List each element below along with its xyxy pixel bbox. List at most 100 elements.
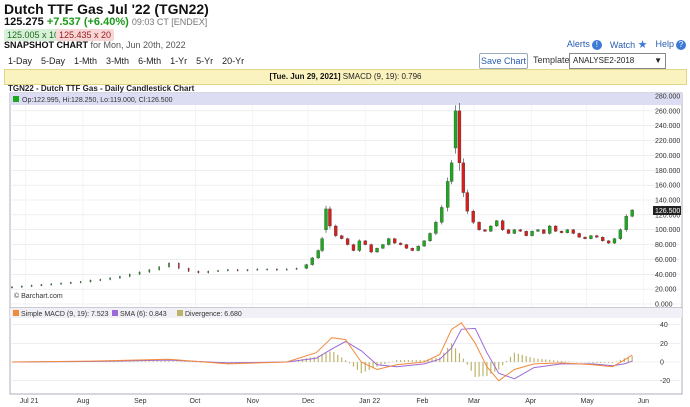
x-tick-label: Jun bbox=[638, 398, 649, 405]
divergence-bar bbox=[509, 356, 512, 362]
x-tick-label: Aug bbox=[77, 398, 90, 405]
divergence-bar bbox=[533, 358, 535, 362]
candle-up bbox=[530, 231, 534, 236]
divergence-bar bbox=[521, 354, 523, 362]
divergence-bar bbox=[560, 361, 563, 362]
candle-up bbox=[310, 257, 314, 265]
candle-up bbox=[434, 222, 438, 234]
period-6-mth[interactable]: 6-Mth bbox=[138, 56, 162, 66]
divergence-bar bbox=[309, 357, 311, 362]
candle-up bbox=[357, 240, 362, 251]
price-pane-frame bbox=[9, 92, 683, 309]
candle-up bbox=[30, 285, 33, 287]
divergence-bar bbox=[419, 360, 421, 362]
divergence-bar bbox=[317, 355, 319, 362]
template-select[interactable]: ANALYSE2-2018 ▼ bbox=[569, 53, 666, 69]
candle-down bbox=[500, 220, 505, 230]
top-actions: Alerts! Watch ★ Help? bbox=[567, 38, 686, 51]
save-chart-button[interactable]: Save Chart bbox=[479, 53, 528, 69]
candle-up bbox=[589, 235, 593, 239]
divergence-bar bbox=[631, 355, 633, 362]
candle-down bbox=[577, 233, 581, 238]
period-5-day[interactable]: 5-Day bbox=[41, 56, 66, 66]
divergence-bar bbox=[364, 362, 366, 372]
ask-badge: 125.435 x 20 bbox=[56, 29, 115, 41]
candle-down bbox=[506, 229, 511, 234]
candle-up bbox=[428, 233, 432, 242]
candle-up bbox=[446, 181, 450, 208]
candle-up bbox=[158, 266, 160, 270]
divergence-bar bbox=[474, 362, 476, 377]
div-legend-swatch bbox=[177, 310, 183, 316]
macd-pane-frame bbox=[9, 307, 683, 395]
macd-line bbox=[11, 322, 633, 382]
divergence-bar bbox=[462, 358, 464, 362]
x-tick-label: Feb bbox=[416, 398, 428, 405]
period-1-mth[interactable]: 1-Mth bbox=[74, 56, 98, 66]
divergence-bar bbox=[152, 361, 154, 362]
candle-up bbox=[422, 240, 426, 247]
y-tick-label: 200.000 bbox=[655, 153, 680, 160]
candle-up bbox=[256, 268, 259, 271]
period-1-yr[interactable]: 1-Yr bbox=[170, 56, 188, 66]
candle-down bbox=[553, 225, 558, 232]
divergence-bar bbox=[113, 361, 115, 362]
period-1-day[interactable]: 1-Day bbox=[8, 56, 33, 66]
candle-up bbox=[40, 284, 43, 286]
x-tick-label: Mar bbox=[468, 398, 481, 405]
candle-up bbox=[70, 282, 72, 284]
candle-up bbox=[99, 279, 102, 281]
divergence-bar bbox=[168, 361, 170, 362]
candle-up bbox=[217, 270, 219, 272]
watch-link[interactable]: Watch ★ bbox=[609, 39, 648, 51]
divergence-bar bbox=[537, 358, 539, 362]
alerts-link[interactable]: Alerts! bbox=[567, 39, 602, 50]
period-5-yr[interactable]: 5-Yr bbox=[196, 56, 214, 66]
candle-down bbox=[571, 229, 575, 234]
candle-up bbox=[453, 110, 458, 149]
candle-down bbox=[334, 225, 338, 236]
bid-badge: 125.005 x 10 bbox=[4, 29, 63, 41]
divergence-bar bbox=[392, 361, 394, 362]
divergence-bar bbox=[121, 361, 123, 362]
divergence-bar bbox=[498, 362, 500, 370]
candle-down bbox=[471, 210, 475, 223]
candle-down bbox=[483, 229, 487, 232]
divergence-bar bbox=[482, 362, 484, 377]
candle-down bbox=[178, 262, 180, 269]
macd-legend-strip bbox=[10, 308, 682, 318]
divergence-bar bbox=[403, 360, 406, 362]
candle-up bbox=[168, 262, 170, 268]
chart-title: TGN22 - Dutch TTF Gas - Daily Candlestic… bbox=[8, 84, 195, 93]
candle-up bbox=[624, 216, 628, 230]
x-tick-label: May bbox=[581, 398, 595, 405]
help-icon: ? bbox=[676, 40, 686, 50]
y-tick-label: 220.000 bbox=[655, 138, 680, 145]
divergence-bar bbox=[356, 362, 358, 370]
candle-down bbox=[393, 238, 397, 244]
divergence-bar bbox=[447, 348, 449, 362]
divergence-bar bbox=[556, 360, 559, 362]
candle-down bbox=[606, 240, 611, 244]
candle-up bbox=[449, 162, 454, 182]
divergence-bar bbox=[176, 361, 178, 362]
x-tick-label: Nov bbox=[247, 398, 260, 405]
sma-legend-swatch bbox=[112, 310, 118, 316]
divergence-bar bbox=[305, 358, 307, 362]
divergence-bar bbox=[443, 352, 445, 362]
y-tick-label: 0.000 bbox=[655, 302, 673, 309]
y-tick-label: 280.000 bbox=[655, 94, 680, 101]
candle-down bbox=[363, 240, 367, 245]
candle-up bbox=[295, 268, 298, 270]
help-link[interactable]: Help? bbox=[655, 39, 686, 50]
period-3-mth[interactable]: 3-Mth bbox=[106, 56, 130, 66]
div-legend: Divergence: 6.680 bbox=[185, 311, 242, 318]
divergence-bar bbox=[325, 352, 327, 362]
candle-down bbox=[601, 236, 605, 242]
y-tick-label: 120.000 bbox=[655, 212, 680, 219]
chevron-down-icon: ▼ bbox=[654, 56, 662, 65]
period-20-yr[interactable]: 20-Yr bbox=[222, 56, 245, 66]
divergence-bar bbox=[427, 359, 429, 362]
candle-down bbox=[410, 248, 415, 251]
